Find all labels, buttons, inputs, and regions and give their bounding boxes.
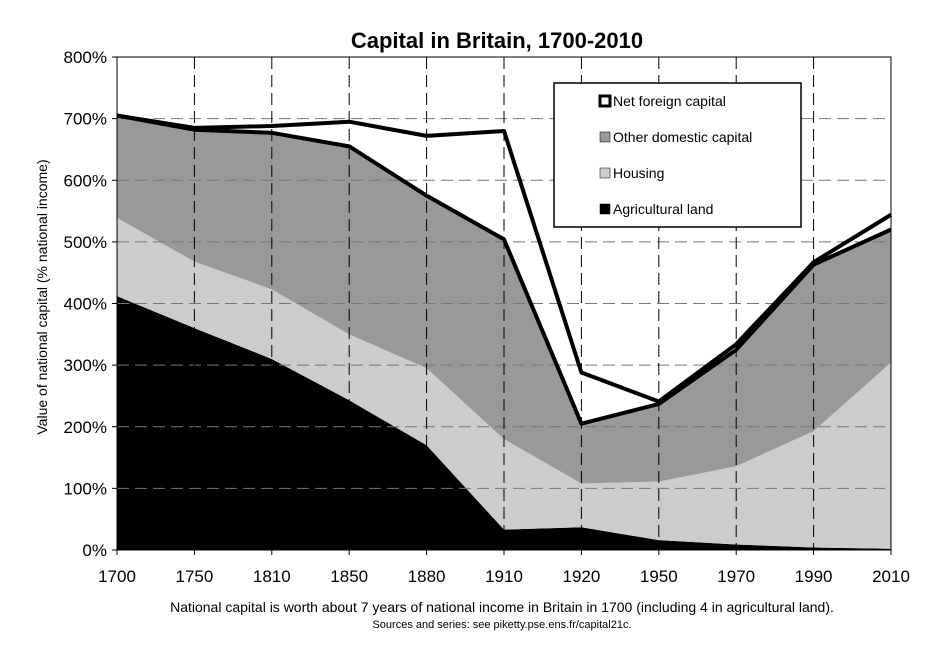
area-agricultural-land — [117, 296, 891, 550]
x-tick-label: 1970 — [717, 567, 755, 586]
legend-label-other-domestic-capital: Other domestic capital — [613, 129, 752, 145]
chart-source: Sources and series: see piketty.pse.ens.… — [372, 619, 631, 631]
legend-swatch-housing — [599, 167, 611, 179]
y-tick-label: 300% — [64, 356, 107, 375]
legend-box — [553, 82, 802, 228]
legend-label-agricultural-land: Agricultural land — [613, 201, 713, 217]
x-tick-label: 1850 — [330, 567, 368, 586]
y-axis-label: Value of national capital (% national in… — [34, 159, 50, 434]
chart-note: National capital is worth about 7 years … — [170, 599, 834, 615]
y-tick-label: 500% — [64, 233, 107, 252]
x-tick-label: 1950 — [640, 567, 678, 586]
y-tick-label: 400% — [64, 295, 107, 314]
legend-swatch-net-foreign-capital — [598, 94, 612, 108]
y-tick-label: 700% — [64, 110, 107, 129]
y-tick-label: 100% — [64, 479, 107, 498]
legend-label-housing: Housing — [613, 165, 664, 181]
y-axis-ticks: 0% 100% 200% 300% 400% 500% 600% 700% 800% — [64, 48, 117, 560]
legend: Net foreign capital Other domestic capita… — [553, 82, 802, 228]
x-tick-label: 1750 — [175, 567, 213, 586]
x-tick-label: 2010 — [872, 567, 910, 586]
x-tick-label: 1700 — [98, 567, 136, 586]
y-tick-label: 800% — [64, 48, 107, 67]
x-tick-label: 1990 — [795, 567, 833, 586]
legend-swatch-agricultural-land — [599, 203, 611, 215]
y-tick-label: 600% — [64, 171, 107, 190]
legend-swatch-other-domestic-capital — [599, 131, 611, 143]
chart-title: Capital in Britain, 1700-2010 — [351, 28, 643, 53]
outline-lines — [116, 113, 893, 426]
area-net-foreign-capital — [117, 115, 891, 424]
x-tick-label: 1880 — [408, 567, 446, 586]
line-domestic-capital-total — [116, 113, 892, 426]
x-tick-label: 1910 — [485, 567, 523, 586]
x-tick-label: 1810 — [253, 567, 291, 586]
y-tick-label: 0% — [82, 541, 107, 560]
legend-label-net-foreign-capital: Net foreign capital — [613, 93, 726, 109]
y-tick-label: 200% — [64, 418, 107, 437]
x-axis-ticks: 1700 1750 1810 1850 1880 1910 1920 1950 1970 1990… — [98, 550, 910, 586]
x-tick-label: 1920 — [562, 567, 600, 586]
line-national-capital-total — [116, 113, 893, 404]
